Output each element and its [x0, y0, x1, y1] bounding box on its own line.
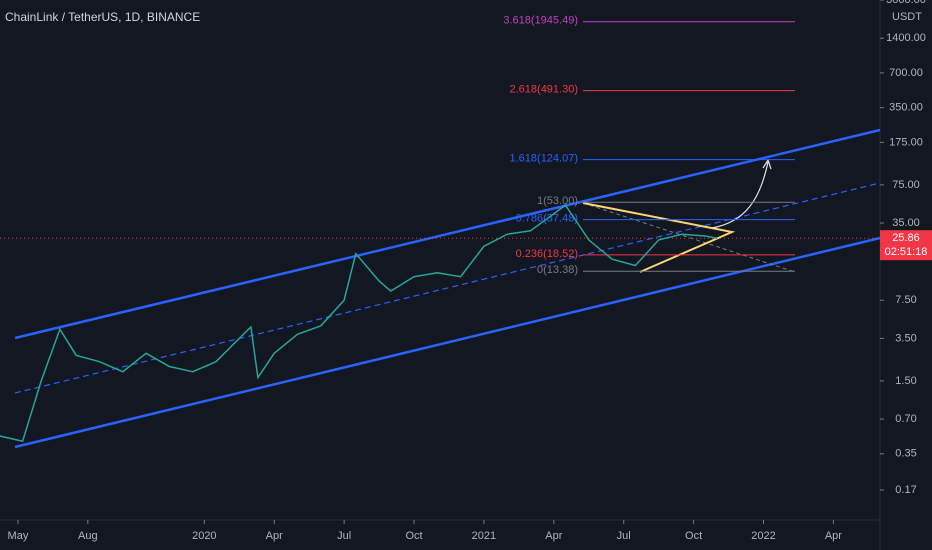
y-tick-label: 175.00 [889, 136, 923, 148]
channel-upper [14, 128, 881, 340]
x-tick-label: 2022 [751, 530, 775, 542]
y-tick-label: 75.00 [892, 179, 920, 191]
y-tick-label: 0.70 [895, 413, 916, 425]
fib-label: 1.618(124.07) [510, 153, 579, 165]
x-tick-label: Oct [405, 530, 422, 542]
x-tick-label: Apr [545, 530, 562, 542]
x-tick-label: 2020 [192, 530, 216, 542]
channel-lower [14, 236, 881, 449]
fib-label: 1(53.00) [537, 195, 578, 207]
x-tick-label: 2021 [472, 530, 496, 542]
y-tick-label: 1.50 [895, 375, 916, 387]
x-tick-label: Aug [78, 530, 98, 542]
x-tick-label: Jul [337, 530, 351, 542]
y-unit: USDT [892, 11, 922, 23]
y-tick-label: 0.17 [895, 484, 916, 496]
fib-label: 2.618(491.30) [510, 84, 579, 96]
channel-mid [14, 182, 881, 394]
y-tick-label: 350.00 [889, 102, 923, 114]
fib-label: 3.618(1945.49) [503, 15, 578, 27]
fib-label: 0.236(18.52) [516, 248, 578, 260]
chart-title: ChainLink / TetherUS, 1D, BINANCE [5, 10, 200, 24]
triangle [582, 202, 736, 273]
y-tick-label: 3000.00 [886, 0, 926, 6]
arrow [711, 161, 769, 229]
y-tick-label: 0.35 [895, 448, 916, 460]
x-tick-label: Apr [266, 530, 283, 542]
y-tick-label: 35.00 [892, 217, 920, 229]
x-tick-label: Apr [825, 530, 842, 542]
fib-label: 0(13.38) [537, 264, 578, 276]
price-line [0, 204, 718, 443]
trend-dash [582, 202, 796, 273]
last-price-box [880, 230, 932, 261]
y-tick-label: 3.50 [895, 332, 916, 344]
y-tick-label: 7.50 [895, 294, 916, 306]
countdown: 02:51:18 [885, 246, 928, 258]
x-tick-label: Oct [685, 530, 702, 542]
y-tick-label: 700.00 [889, 67, 923, 79]
last-price-label: 25.86 [892, 232, 920, 244]
y-tick-label: 1400.00 [886, 32, 926, 44]
x-tick-label: Jul [617, 530, 631, 542]
x-tick-label: May [8, 530, 29, 542]
